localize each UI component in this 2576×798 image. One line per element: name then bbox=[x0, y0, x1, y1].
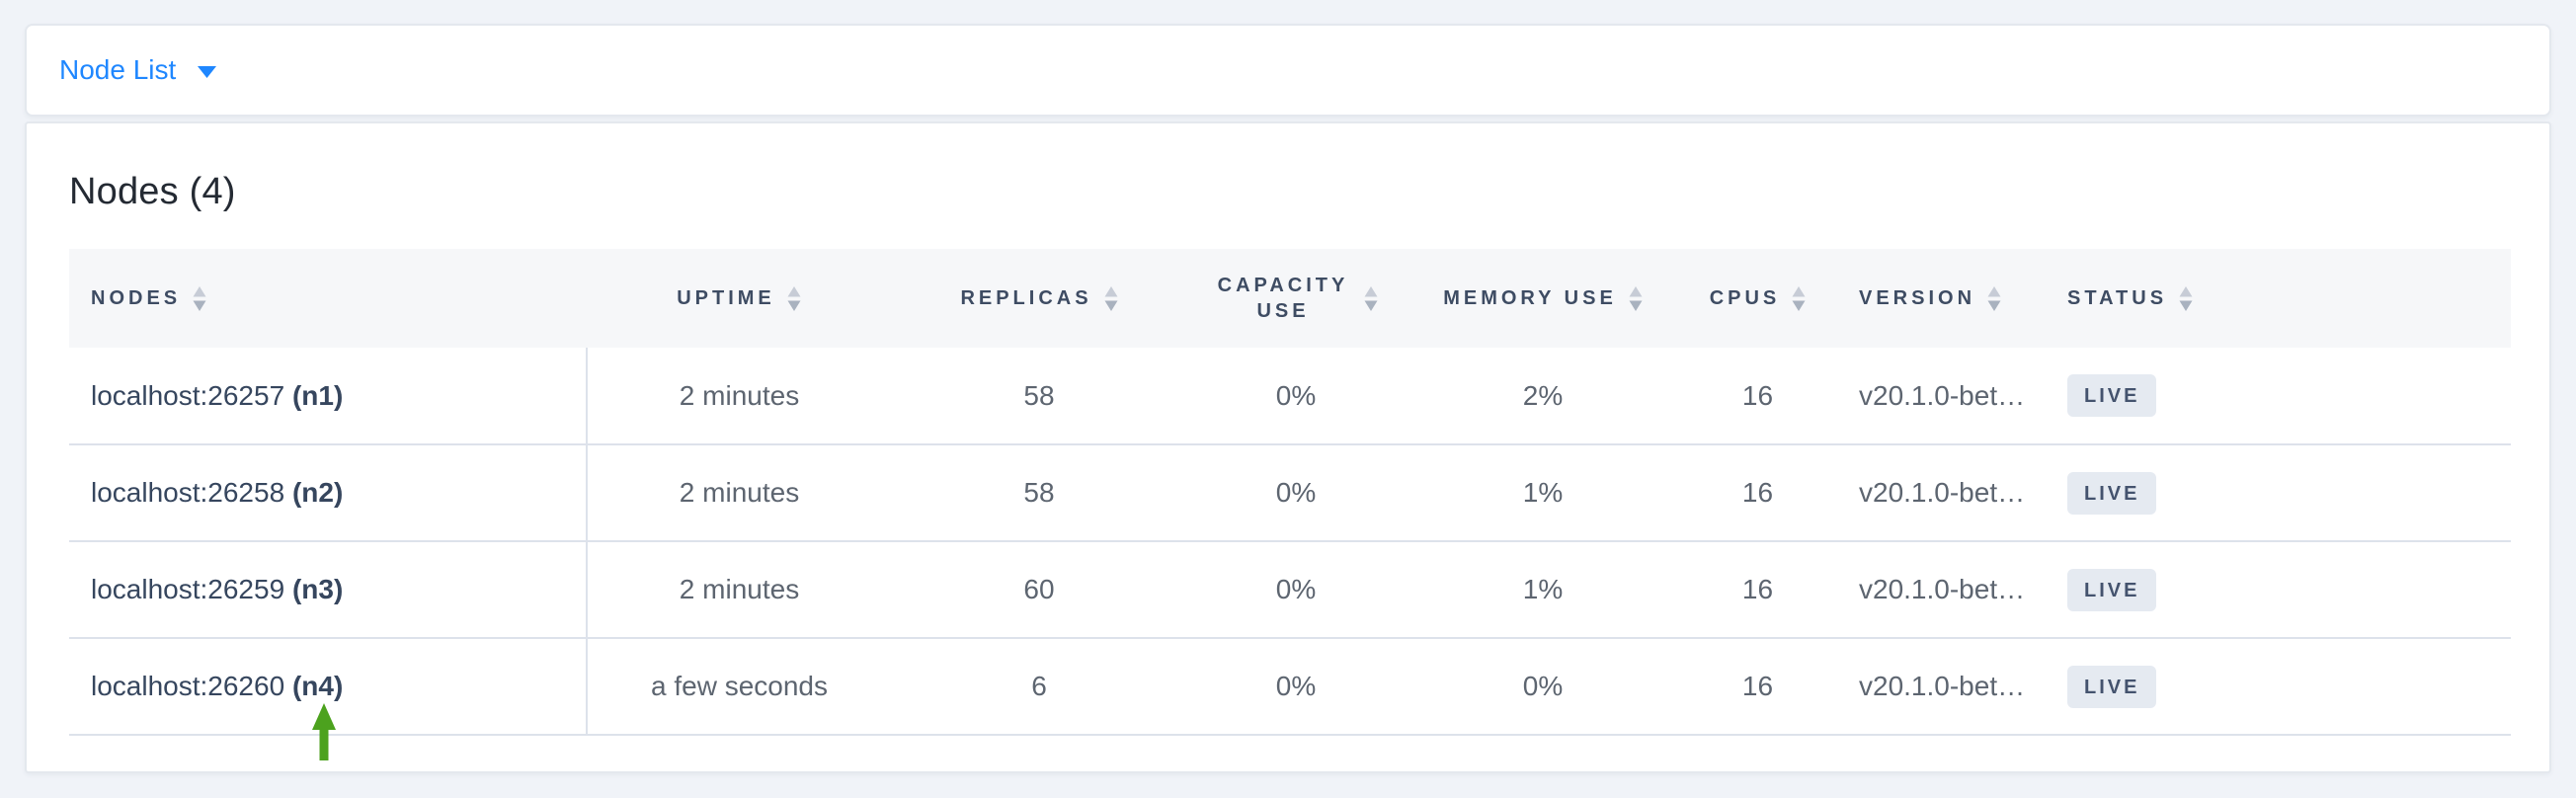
column-header-label: Replicas bbox=[960, 287, 1092, 309]
annotation-arrow-icon bbox=[312, 703, 336, 760]
node-address-cell: localhost:26259 (n3) bbox=[69, 541, 588, 639]
sort-icon bbox=[787, 285, 801, 311]
table-row[interactable]: localhost:26257 (n1) 2 minutes 58 0% 2% … bbox=[69, 348, 2511, 445]
node-id: (n2) bbox=[291, 477, 344, 508]
uptime-cell: 2 minutes bbox=[587, 541, 891, 639]
column-header-label: CPUs bbox=[1709, 287, 1781, 309]
version-cell: v20.1.0-bet… bbox=[1834, 444, 2052, 542]
view-selector-bar: Node List bbox=[25, 24, 2551, 117]
column-header-uptime[interactable]: Uptime bbox=[587, 249, 891, 348]
cpus-cell: 16 bbox=[1681, 541, 1834, 639]
sort-icon bbox=[1104, 285, 1118, 311]
column-header-cpus[interactable]: CPUs bbox=[1681, 249, 1834, 348]
table-row[interactable]: localhost:26258 (n2) 2 minutes 58 0% 1% … bbox=[69, 444, 2511, 542]
uptime-cell: 2 minutes bbox=[587, 444, 891, 542]
sort-icon bbox=[1629, 285, 1643, 311]
status-badge: LIVE bbox=[2067, 665, 2157, 708]
column-header-capacity_use[interactable]: Capacity Use bbox=[1187, 249, 1405, 348]
status-cell: LIVE bbox=[2052, 348, 2511, 445]
column-header-nodes[interactable]: Nodes bbox=[69, 249, 587, 348]
node-address-cell: localhost:26257 (n1) bbox=[69, 348, 588, 445]
status-cell: LIVE bbox=[2052, 541, 2511, 639]
page-title: Nodes (4) bbox=[69, 171, 236, 212]
node-address-cell: localhost:26258 (n2) bbox=[69, 444, 588, 542]
node-address: localhost:26259 bbox=[91, 574, 285, 604]
uptime-cell: 2 minutes bbox=[587, 348, 891, 445]
nodes-panel: Nodes (4) Nodes Uptime Replicas bbox=[25, 121, 2551, 773]
node-id: (n3) bbox=[291, 574, 344, 604]
memory-use-cell: 0% bbox=[1405, 638, 1681, 736]
version-cell: v20.1.0-bet… bbox=[1834, 348, 2052, 445]
column-header-replicas[interactable]: Replicas bbox=[891, 249, 1187, 348]
node-list-dropdown-label: Node List bbox=[59, 54, 177, 85]
column-header-label: Status bbox=[2067, 287, 2168, 309]
node-address: localhost:26257 bbox=[91, 379, 285, 411]
node-list-dropdown[interactable]: Node List bbox=[59, 54, 217, 85]
replicas-cell: 6 bbox=[891, 638, 1187, 736]
sort-icon bbox=[193, 285, 206, 311]
node-address: localhost:26258 bbox=[91, 477, 285, 508]
replicas-cell: 58 bbox=[891, 444, 1187, 542]
replicas-cell: 60 bbox=[891, 541, 1187, 639]
node-id: (n1) bbox=[291, 379, 344, 411]
chevron-down-icon bbox=[198, 66, 217, 78]
replicas-cell: 58 bbox=[891, 348, 1187, 445]
status-badge: LIVE bbox=[2067, 568, 2157, 611]
version-cell: v20.1.0-bet… bbox=[1834, 541, 2052, 639]
cpus-cell: 16 bbox=[1681, 444, 1834, 542]
nodes-table: Nodes Uptime Replicas Capacity Use bbox=[69, 249, 2511, 736]
table-row[interactable]: localhost:26260 (n4) a few seconds 6 0% … bbox=[69, 638, 2511, 736]
node-address: localhost:26260 bbox=[91, 671, 285, 701]
capacity-use-cell: 0% bbox=[1187, 444, 1405, 542]
memory-use-cell: 1% bbox=[1405, 444, 1681, 542]
column-header-memory_use[interactable]: Memory Use bbox=[1405, 249, 1681, 348]
sort-icon bbox=[1364, 285, 1378, 311]
cpus-cell: 16 bbox=[1681, 638, 1834, 736]
sort-icon bbox=[2179, 285, 2193, 311]
column-header-version[interactable]: Version bbox=[1834, 249, 2052, 348]
column-header-label: Memory Use bbox=[1443, 287, 1617, 309]
cpus-cell: 16 bbox=[1681, 348, 1834, 445]
status-badge: LIVE bbox=[2067, 471, 2157, 515]
column-header-label: Uptime bbox=[677, 287, 775, 309]
version-cell: v20.1.0-bet… bbox=[1834, 638, 2052, 736]
column-header-label: Version bbox=[1859, 287, 1976, 309]
table-body: localhost:26257 (n1) 2 minutes 58 0% 2% … bbox=[69, 348, 2511, 736]
table-header-row: Nodes Uptime Replicas Capacity Use bbox=[69, 249, 2511, 348]
column-header-label: Nodes bbox=[91, 287, 182, 309]
node-id: (n4) bbox=[291, 671, 344, 701]
sort-icon bbox=[1792, 285, 1806, 311]
capacity-use-cell: 0% bbox=[1187, 541, 1405, 639]
column-header-label: Capacity Use bbox=[1217, 275, 1349, 322]
memory-use-cell: 2% bbox=[1405, 348, 1681, 445]
capacity-use-cell: 0% bbox=[1187, 638, 1405, 736]
uptime-cell: a few seconds bbox=[587, 638, 891, 736]
status-badge: LIVE bbox=[2067, 374, 2157, 417]
status-cell: LIVE bbox=[2052, 638, 2511, 736]
column-header-status[interactable]: Status bbox=[2052, 249, 2511, 348]
memory-use-cell: 1% bbox=[1405, 541, 1681, 639]
capacity-use-cell: 0% bbox=[1187, 348, 1405, 445]
status-cell: LIVE bbox=[2052, 444, 2511, 542]
table-row[interactable]: localhost:26259 (n3) 2 minutes 60 0% 1% … bbox=[69, 541, 2511, 639]
sort-icon bbox=[1987, 285, 2001, 311]
